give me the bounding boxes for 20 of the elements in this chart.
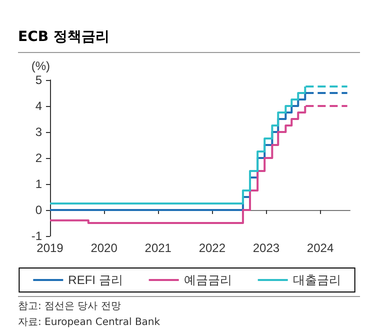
y-tick-label: 0 [35,203,42,217]
y-tick-label: 3 [35,125,42,139]
legend-label: 대출금리 [292,273,341,287]
y-tick-label: 4 [35,99,42,113]
legend-label: REFI 금리 [68,273,123,287]
legend-label: 예금금리 [184,273,232,287]
x-tick-label: 2023 [252,241,280,255]
x-tick-label: 2022 [198,241,226,255]
y-tick-label: 2 [35,151,42,165]
chart-title: ECB 정책금리 [18,28,360,53]
y-axis-title: (%) [31,59,50,73]
text: 참고: 점선은 당사 전망 [18,300,122,314]
x-tick-label: 2024 [306,241,334,255]
text: 자료: European Central Bank [18,316,162,330]
x-tick-label: 2020 [90,241,118,255]
y-tick-label: 5 [35,73,42,87]
y-tick-label: 1 [35,177,42,191]
x-tick-label: 2021 [144,241,172,255]
y-tick-label: -1 [31,229,42,243]
x-tick-label: 2019 [36,241,64,255]
